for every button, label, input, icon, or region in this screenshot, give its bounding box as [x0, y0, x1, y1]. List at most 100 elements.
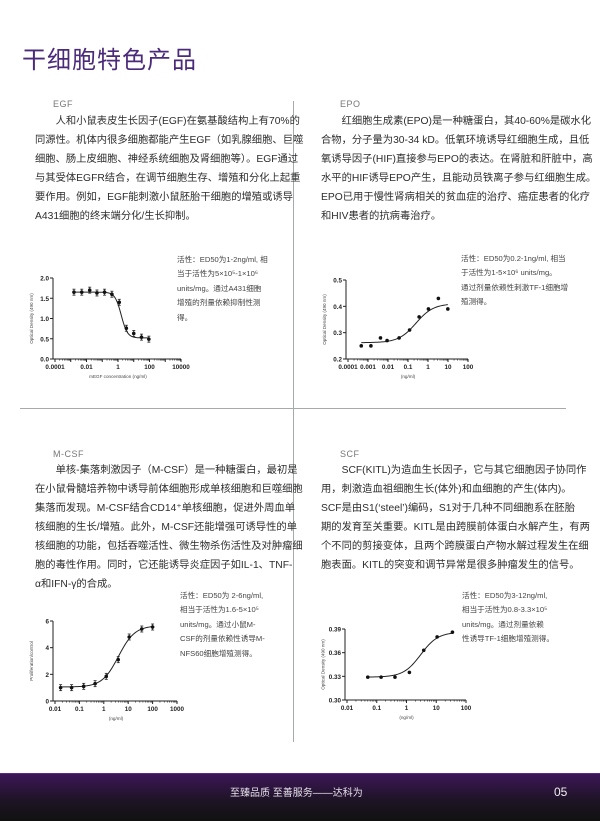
data-point	[58, 685, 63, 690]
fit-curve	[367, 632, 453, 678]
note-line: 增殖的剂量依赖抑制性测	[177, 298, 261, 308]
x-tick-label: 100	[463, 364, 474, 371]
y-axis-label: Proliferation/control	[29, 641, 34, 681]
y-tick-label: 0.2	[333, 357, 342, 364]
x-tick-label: 0.0001	[338, 364, 358, 371]
data-point	[359, 344, 364, 348]
data-point	[81, 684, 86, 689]
text-line: 水平的HIF诱导EPO产生，且能动员铁离子参与红细胞生成。	[321, 173, 597, 184]
text-line: 氧诱导因子(HIF)直接参与EPO的表达。在肾脏和肝脏中，高	[321, 154, 593, 165]
text-line: 集落而发现。M-CSF结合CD14⁺单核细胞，促进外周血单	[35, 503, 296, 514]
y-tick-label: 0.39	[329, 627, 342, 634]
section-title-epo: EPO	[340, 99, 361, 109]
data-point	[104, 674, 109, 679]
x-tick-label: 100	[144, 364, 155, 371]
text-line: 人和小鼠表皮生长因子(EGF)在氨基酸结构上有70%的	[35, 116, 300, 127]
note-line: 相当于活性为1.6-5×10⁵	[180, 605, 259, 615]
section-text-mcsf: 单核-集落刺激因子（M-CSF）是一种糖蛋白，最初是 在小鼠骨髓培养物中诱导前体…	[35, 461, 303, 594]
text-line: 用，刺激造血祖细胞生长(体外)和血细胞的产生(体内)。	[321, 484, 572, 495]
text-line: 单核-集落刺激因子（M-CSF）是一种糖蛋白，最初是	[35, 465, 298, 476]
note-line: 性诱导TF-1细胞增殖测得。	[462, 634, 554, 644]
data-point	[378, 336, 383, 340]
y-tick-label: 1.5	[40, 296, 49, 303]
text-line: 胞的毒性作用。同时，它还能诱导炎症因子如IL-1、TNF-	[35, 560, 293, 571]
x-tick-label: 1	[102, 706, 106, 713]
text-line: SCF是由S1(‘steel’)编码，S1对于几种不同细胞系在胚胎	[321, 503, 576, 514]
data-point	[95, 291, 99, 295]
x-tick-label: 1	[116, 364, 120, 371]
data-point	[116, 657, 121, 662]
data-point	[147, 337, 151, 341]
text-line: α和IFN-γ的合成。	[35, 579, 118, 590]
x-tick-label: 0.01	[341, 705, 354, 712]
text-line: EPO已用于慢性肾病相关的贫血症的治疗、癌症患者的化疗	[321, 192, 590, 203]
section-title-egf: EGF	[53, 99, 74, 109]
activity-note-epo: 活性：ED50为0.2-1ng/ml, 相当 于活性为1-5×10⁶ units…	[461, 252, 568, 310]
x-tick-label: 10000	[172, 364, 190, 371]
note-line: 于活性为1-5×10⁶ units/mg。	[461, 268, 557, 278]
y-tick-label: 1.0	[40, 316, 49, 323]
y-tick-label: 0.4	[333, 304, 342, 311]
note-line: units/mg。通过剂量依赖	[462, 619, 544, 629]
x-axis-label: (ng/ml)	[401, 374, 416, 379]
x-tick-label: 1	[426, 364, 430, 371]
note-line: 活性：ED50为3-12ng/ml,	[462, 591, 548, 600]
chart-egf: 0.0 0.5 1.0 1.5 2.0 0.0001 0.01 1 100 10000 mEGF c…	[29, 276, 190, 380]
chart-epo: 0.2 0.3 0.4 0.5 0.0001 0.001 0.01 0.1 1 10 100 (ng/…	[322, 278, 474, 380]
data-point	[79, 290, 84, 294]
data-point	[131, 331, 136, 336]
x-tick-label: 0.1	[75, 706, 84, 713]
x-axis-label: (ng/ml)	[109, 716, 124, 721]
x-tick-label: 0.1	[404, 364, 413, 371]
x-tick-label: 0.1	[372, 705, 381, 712]
text-line: 红细胞生成素(EPO)是一种糖蛋白，其40-60%是碳水化	[321, 116, 592, 127]
data-point	[450, 630, 455, 634]
data-point	[426, 307, 431, 311]
x-tick-label: 0.01	[80, 364, 93, 371]
data-point	[397, 336, 401, 340]
y-axis-label: Optical Density (490 nm)	[322, 294, 327, 345]
y-tick-label: 2.0	[40, 276, 49, 283]
x-axis-label: (ng/ml)	[399, 715, 414, 720]
data-point	[385, 338, 389, 343]
x-tick-label: 0.01	[49, 706, 62, 713]
note-line: units/mg。通过A431细胞	[177, 283, 262, 293]
y-tick-label: 4	[45, 645, 49, 652]
activity-note-egf: 活性：ED50为1-2ng/ml, 相 当于活性为5×10⁵-1×10⁶ uni…	[177, 253, 268, 325]
x-tick-label: 0.0001	[45, 364, 65, 371]
chart-mcsf: 0 2 4 6 0.01 0.1 1 10 100 1000 (ng/ml) Proliferatio…	[29, 619, 184, 722]
data-point	[436, 296, 441, 301]
page-number: 05	[554, 785, 568, 799]
data-point	[417, 315, 421, 319]
page-title: 干细胞特色产品	[22, 47, 197, 74]
x-tick-label: 10	[444, 364, 452, 371]
y-tick-label: 0.5	[40, 336, 49, 343]
note-line: NFS60细胞增殖测得。	[180, 648, 257, 658]
section-text-egf: 人和小鼠表皮生长因子(EGF)在氨基酸结构上有70%的 同源性。机体内很多细胞都…	[35, 112, 303, 226]
chart-scf: 0.30 0.33 0.36 0.39 0.01 0.1 1 10 100 (ng/ml) Opti…	[321, 627, 472, 721]
text-line: 个不同的剪接变体，且两个跨膜蛋白产物水解过程发生在细	[321, 541, 589, 552]
data-point	[421, 648, 426, 653]
y-axis-label: Optical Density (490 nm)	[29, 293, 34, 344]
data-point	[407, 328, 412, 332]
fit-curve	[73, 291, 149, 339]
text-line: 胞表面。KITL的突变和调节异常是很多肿瘤发生的信号。	[321, 560, 580, 571]
y-tick-label: 0.0	[40, 357, 49, 364]
text-line: SCF(KITL)为造血生长因子，它与其它细胞因子协同作	[321, 465, 587, 476]
data-point	[102, 290, 107, 294]
data-point	[407, 670, 412, 675]
section-title-mcsf: M-CSF	[53, 449, 84, 459]
note-line: 相当于活性为0.8-3.3×10⁵	[462, 605, 548, 615]
activity-note-scf: 活性：ED50为3-12ng/ml, 相当于活性为0.8-3.3×10⁵ uni…	[462, 589, 554, 647]
section-text-scf: SCF(KITL)为造血生长因子，它与其它细胞因子协同作 用，刺激造血祖细胞生长…	[321, 461, 590, 575]
footer-bar: 至臻品质 至善服务——达科为 05	[0, 773, 600, 821]
x-tick-label: 1	[405, 705, 409, 712]
section-title-scf: SCF	[340, 449, 360, 459]
data-point	[139, 627, 144, 631]
y-tick-label: 0.3	[333, 330, 342, 337]
data-point	[87, 288, 92, 292]
note-line: 活性：ED50为0.2-1ng/ml, 相当	[461, 254, 566, 263]
text-line: 在小鼠骨髓培养物中诱导前体细胞形成单核细胞和巨噬细胞	[35, 484, 303, 495]
text-line: 期的发育至关重要。KITL是由跨膜前体蛋白水解产生，有两	[321, 522, 590, 533]
y-axis-label: Optical Density (490 nm)	[321, 639, 326, 690]
